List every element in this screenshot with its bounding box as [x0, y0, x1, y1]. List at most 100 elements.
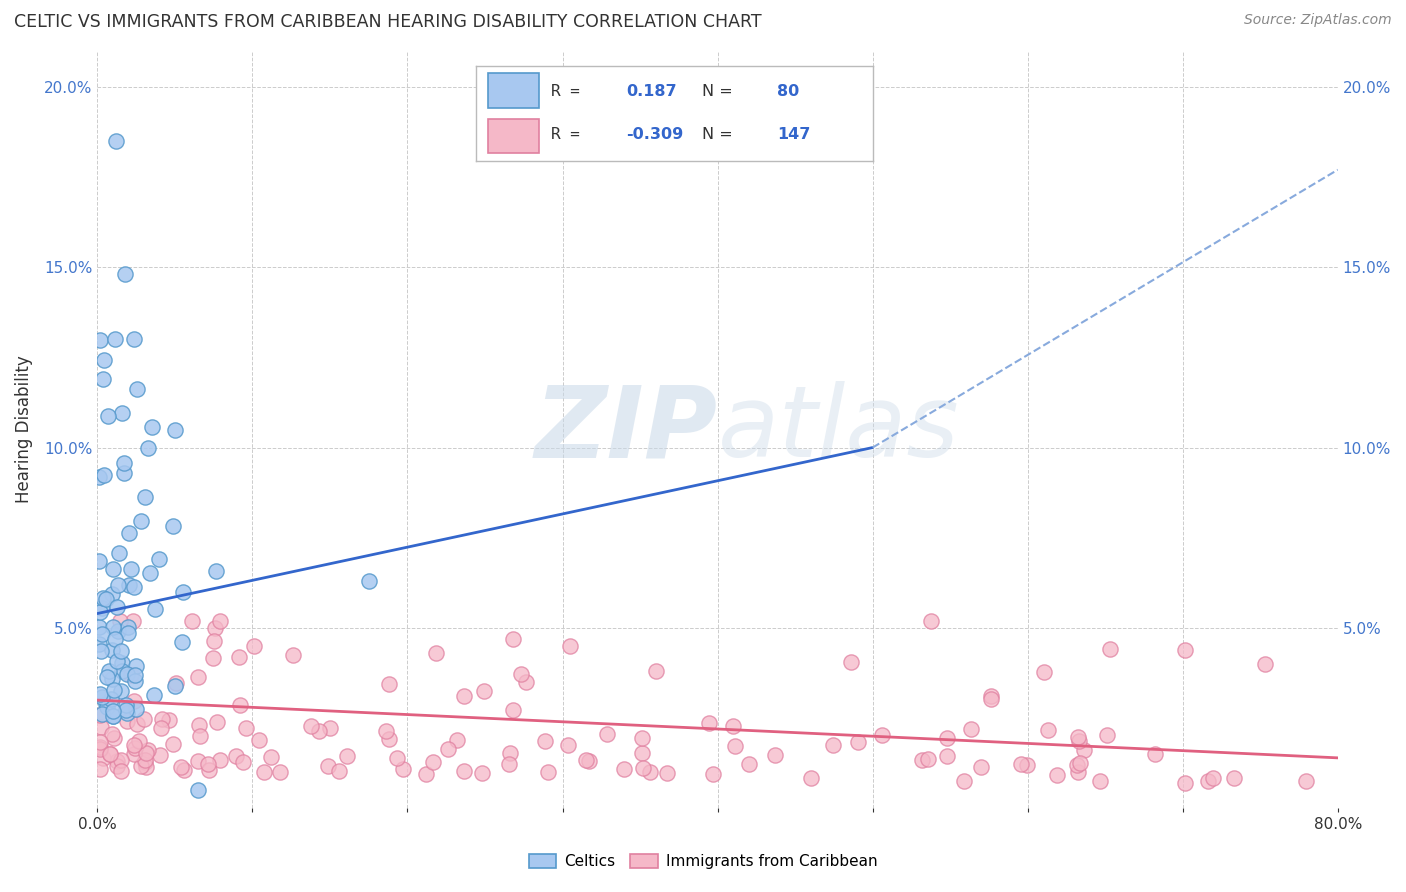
Point [138, 441, 160, 455]
Legend: Celtics, Immigrants from Caribbean: Celtics, Immigrants from Caribbean [523, 848, 883, 875]
Point [139, 566, 162, 581]
Point [96, 699, 118, 714]
Point [89, 762, 111, 776]
Point [1046, 767, 1069, 781]
Point [1222, 771, 1244, 785]
Point [100, 727, 122, 741]
Point [631, 746, 654, 760]
Point [134, 490, 156, 504]
Point [110, 644, 132, 658]
Point [316, 759, 339, 773]
Point [378, 677, 401, 691]
Point [125, 659, 148, 673]
Point [208, 614, 231, 628]
Point [165, 423, 187, 437]
Point [91, 751, 114, 765]
Point [204, 621, 226, 635]
Text: CELTIC VS IMMIGRANTS FROM CARIBBEAN HEARING DISABILITY CORRELATION CHART: CELTIC VS IMMIGRANTS FROM CARIBBEAN HEAR… [14, 13, 762, 31]
Point [103, 619, 125, 633]
Point [103, 683, 125, 698]
Point [96, 670, 118, 684]
Point [228, 649, 250, 664]
Point [187, 670, 209, 684]
Point [721, 718, 744, 732]
Point [1088, 773, 1111, 788]
Point [472, 684, 495, 698]
Point [980, 692, 1002, 706]
Point [595, 727, 617, 741]
Point [128, 733, 150, 747]
Point [1295, 774, 1317, 789]
Point [197, 757, 219, 772]
Point [319, 721, 342, 735]
Point [141, 420, 163, 434]
Point [917, 752, 939, 766]
Point [205, 564, 228, 578]
Point [391, 763, 413, 777]
Point [655, 766, 678, 780]
Point [446, 732, 468, 747]
Point [87, 620, 110, 634]
Point [225, 749, 247, 764]
Point [90, 601, 112, 615]
Point [1017, 757, 1039, 772]
Point [93, 467, 115, 482]
Point [188, 729, 211, 743]
Point [800, 771, 823, 785]
Point [229, 698, 252, 713]
Point [247, 733, 270, 747]
Point [336, 748, 359, 763]
Point [870, 728, 893, 742]
Point [575, 753, 598, 767]
Point [499, 746, 522, 760]
Point [170, 634, 193, 648]
Point [150, 722, 173, 736]
Point [613, 762, 636, 776]
Point [110, 683, 132, 698]
Point [91, 690, 114, 704]
Point [187, 783, 209, 797]
Point [471, 766, 494, 780]
Point [162, 737, 184, 751]
Point [111, 406, 134, 420]
Point [93, 352, 115, 367]
Point [846, 735, 869, 749]
Point [1099, 641, 1122, 656]
Point [173, 764, 195, 778]
Point [134, 753, 156, 767]
Point [125, 702, 148, 716]
Point [112, 456, 135, 470]
Point [162, 519, 184, 533]
Point [170, 760, 193, 774]
Point [107, 624, 129, 638]
Point [186, 754, 208, 768]
Point [260, 749, 283, 764]
Y-axis label: Hearing Disability: Hearing Disability [15, 356, 32, 503]
Point [202, 634, 225, 648]
Point [97, 409, 120, 423]
Point [91, 372, 114, 386]
Point [281, 648, 304, 662]
Point [149, 747, 172, 762]
Point [90, 643, 112, 657]
Point [1036, 723, 1059, 737]
Point [953, 774, 976, 789]
Point [108, 614, 131, 628]
Point [697, 715, 720, 730]
Point [117, 619, 139, 633]
Point [118, 526, 141, 541]
Point [115, 667, 138, 681]
Point [558, 639, 581, 653]
Point [243, 639, 266, 653]
Point [111, 664, 134, 678]
Point [124, 741, 146, 756]
Point [101, 643, 124, 657]
Point [87, 554, 110, 568]
Point [122, 614, 145, 628]
Point [328, 764, 350, 778]
Point [631, 761, 654, 775]
Point [299, 719, 322, 733]
Point [970, 760, 993, 774]
Point [89, 686, 111, 700]
Point [101, 709, 124, 723]
